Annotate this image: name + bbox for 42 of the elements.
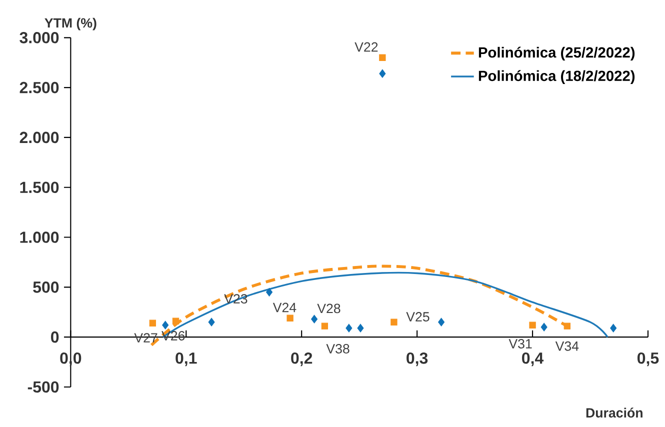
y-tick-label: 500 — [33, 282, 59, 293]
point — [346, 324, 352, 332]
y-tick-label: 0 — [51, 331, 59, 343]
point — [564, 322, 571, 330]
annotation: V28 — [317, 304, 340, 314]
point — [379, 69, 386, 78]
point — [162, 320, 169, 330]
legend-label: Polinómica (25/2/2022) — [478, 46, 635, 61]
y-tick-label: 1.500 — [20, 182, 59, 194]
x-tick-label: 0,4 — [522, 352, 544, 366]
point — [529, 322, 536, 328]
x-axis-title: Duración — [586, 408, 642, 418]
y-tick-label: -500 — [28, 381, 59, 393]
annotation: V22 — [354, 42, 378, 52]
annotation: V31 — [508, 339, 532, 348]
y-tick-label: 3.000 — [20, 32, 59, 44]
x-tick-label: 0,1 — [176, 352, 197, 366]
point — [286, 314, 294, 322]
point — [208, 318, 215, 326]
legend-label: Polinómica (18/2/2022) — [478, 70, 635, 84]
annotation: V34 — [555, 341, 579, 351]
point — [266, 288, 273, 296]
point — [311, 314, 318, 324]
point — [438, 318, 445, 326]
point — [172, 318, 180, 324]
x-tick-label: 0,2 — [291, 352, 312, 366]
y-tick-label: 2.500 — [20, 82, 59, 94]
annotation: V25 — [406, 312, 430, 322]
point — [149, 320, 156, 326]
x-tick-label: 0,5 — [638, 352, 659, 366]
point — [540, 322, 548, 332]
point — [357, 324, 364, 332]
x-tick-label: 0,3 — [406, 352, 428, 366]
y-tick-label: 2.000 — [20, 132, 59, 144]
point — [379, 54, 386, 61]
point — [321, 322, 328, 330]
annotation: V24 — [272, 302, 296, 312]
annotation: V38 — [326, 344, 350, 354]
y-tick-label: 1.000 — [20, 232, 59, 243]
point — [390, 318, 398, 326]
y-axis-title: YTM (%) — [44, 18, 96, 30]
point — [610, 324, 617, 332]
